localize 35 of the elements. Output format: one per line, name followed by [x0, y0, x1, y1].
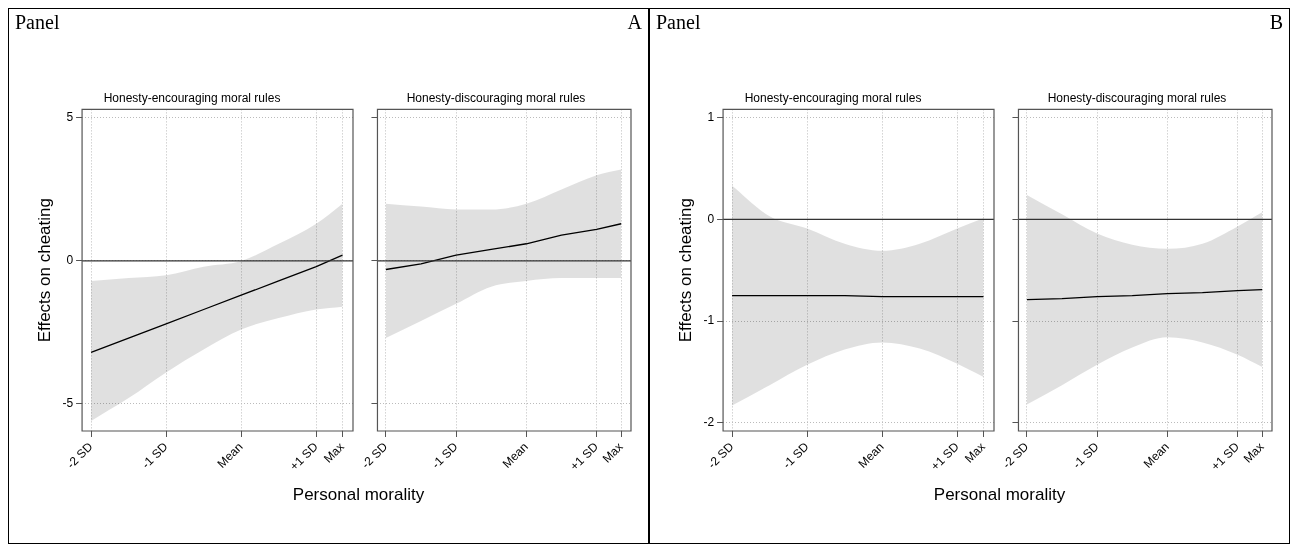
x-tick-label: +1 SD: [286, 439, 321, 474]
text: Panel: [656, 11, 701, 35]
y-tick-label: 0: [66, 253, 74, 268]
x-tick-label: -2 SD: [704, 439, 737, 472]
x-tick-label: -2 SD: [63, 439, 96, 472]
x-tick-label: Max: [1240, 439, 1267, 466]
y-tick-label: -5: [62, 396, 74, 411]
chart-title: Honesty-discouraging moral rules: [1047, 90, 1227, 105]
x-tick-label: +1 SD: [1208, 439, 1243, 474]
x-tick-label: +1 SD: [927, 439, 962, 474]
text: Panel: [15, 11, 60, 35]
y-tick-label: 5: [66, 110, 74, 125]
x-tick-label: Max: [321, 439, 347, 466]
x-tick-label: -1 SD: [779, 439, 812, 472]
y-tick-label: -2: [703, 415, 715, 430]
x-axis-title: Personal morality: [291, 485, 426, 505]
y-axis-title: Effects on cheating: [34, 198, 54, 343]
y-axis-title: Effects on cheating: [675, 198, 695, 343]
y-tick-label: -1: [703, 313, 715, 328]
chart-title: Honesty-encouraging moral rules: [103, 90, 281, 105]
x-tick-label: +1 SD: [567, 439, 602, 474]
y-tick-label: 0: [707, 211, 715, 226]
x-tick-label: -1 SD: [138, 439, 171, 472]
chart-title: Honesty-discouraging moral rules: [406, 90, 586, 105]
y-tick-label: 1: [707, 109, 715, 124]
x-tick-label: -2 SD: [999, 439, 1032, 472]
text: B: [1269, 11, 1283, 35]
x-tick-label: -1 SD: [1069, 439, 1102, 472]
x-tick-label: -1 SD: [428, 439, 461, 472]
x-axis-title: Personal morality: [932, 485, 1067, 505]
x-tick-label: -2 SD: [358, 439, 391, 472]
x-tick-label: Max: [599, 439, 626, 466]
text: A: [627, 11, 642, 35]
chart-title: Honesty-encouraging moral rules: [744, 90, 922, 105]
x-tick-label: Max: [962, 439, 988, 466]
